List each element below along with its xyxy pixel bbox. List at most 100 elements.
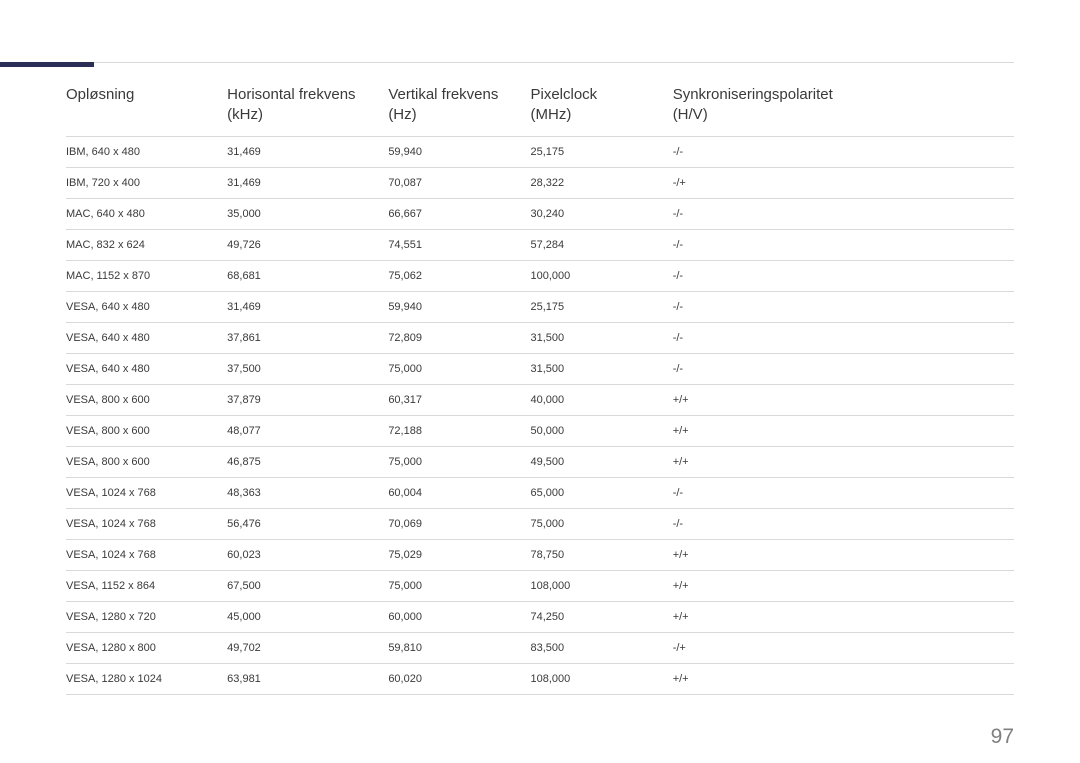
top-rule [66, 62, 1014, 63]
table-row: VESA, 800 x 60037,87960,31740,000+/+ [66, 384, 1014, 415]
column-header-line1: Synkroniseringspolaritet [673, 85, 1010, 105]
table-cell: 65,000 [531, 477, 673, 508]
table-row: VESA, 1280 x 102463,98160,020108,000+/+ [66, 663, 1014, 694]
table-cell: 31,469 [227, 136, 388, 167]
table-cell: +/+ [673, 663, 1014, 694]
table-cell: -/- [673, 322, 1014, 353]
page: OpløsningHorisontal frekvens(kHz)Vertika… [0, 0, 1080, 763]
table-row: VESA, 1024 x 76848,36360,00465,000-/- [66, 477, 1014, 508]
table-row: MAC, 640 x 48035,00066,66730,240-/- [66, 198, 1014, 229]
table-cell: +/+ [673, 601, 1014, 632]
table-cell: 31,500 [531, 322, 673, 353]
table-cell: 108,000 [531, 570, 673, 601]
table-row: VESA, 1152 x 86467,50075,000108,000+/+ [66, 570, 1014, 601]
table-cell: VESA, 1280 x 720 [66, 601, 227, 632]
table-cell: 35,000 [227, 198, 388, 229]
table-cell: VESA, 640 x 480 [66, 322, 227, 353]
table-row: VESA, 640 x 48037,86172,80931,500-/- [66, 322, 1014, 353]
table-row: VESA, 640 x 48031,46959,94025,175-/- [66, 291, 1014, 322]
column-header-line2: (MHz) [531, 105, 669, 125]
table-cell: 66,667 [388, 198, 530, 229]
table-cell: 49,702 [227, 632, 388, 663]
table-cell: 59,940 [388, 291, 530, 322]
table-cell: 25,175 [531, 291, 673, 322]
table-cell: 78,750 [531, 539, 673, 570]
table-cell: 70,087 [388, 167, 530, 198]
table-cell: IBM, 640 x 480 [66, 136, 227, 167]
table-row: IBM, 720 x 40031,46970,08728,322-/+ [66, 167, 1014, 198]
page-number: 97 [991, 725, 1014, 749]
column-header: Pixelclock(MHz) [531, 75, 673, 136]
table-cell: 74,250 [531, 601, 673, 632]
table-cell: +/+ [673, 539, 1014, 570]
table-cell: VESA, 1152 x 864 [66, 570, 227, 601]
table-cell: VESA, 800 x 600 [66, 415, 227, 446]
table-cell: 100,000 [531, 260, 673, 291]
table-cell: -/- [673, 291, 1014, 322]
table-cell: VESA, 1024 x 768 [66, 508, 227, 539]
table-cell: VESA, 1280 x 800 [66, 632, 227, 663]
table-cell: 37,879 [227, 384, 388, 415]
column-header-line2: (kHz) [227, 105, 384, 125]
table-cell: 75,062 [388, 260, 530, 291]
table-cell: -/- [673, 353, 1014, 384]
column-header-line1: Opløsning [66, 85, 223, 105]
table-row: VESA, 1280 x 80049,70259,81083,500-/+ [66, 632, 1014, 663]
table-cell: 48,363 [227, 477, 388, 508]
table-cell: 37,500 [227, 353, 388, 384]
table-row: MAC, 1152 x 87068,68175,062100,000-/- [66, 260, 1014, 291]
table-cell: VESA, 800 x 600 [66, 446, 227, 477]
table-cell: 75,000 [388, 446, 530, 477]
table-cell: VESA, 1280 x 1024 [66, 663, 227, 694]
column-header-line1: Horisontal frekvens [227, 85, 384, 105]
table-cell: 60,020 [388, 663, 530, 694]
table-cell: MAC, 640 x 480 [66, 198, 227, 229]
table-cell: 83,500 [531, 632, 673, 663]
table-cell: 75,029 [388, 539, 530, 570]
table-cell: 50,000 [531, 415, 673, 446]
table-cell: VESA, 1024 x 768 [66, 477, 227, 508]
table-cell: +/+ [673, 570, 1014, 601]
table-cell: MAC, 1152 x 870 [66, 260, 227, 291]
table-row: VESA, 800 x 60046,87575,00049,500+/+ [66, 446, 1014, 477]
table-cell: 31,469 [227, 291, 388, 322]
table-cell: -/- [673, 508, 1014, 539]
table-cell: 60,000 [388, 601, 530, 632]
table-cell: 56,476 [227, 508, 388, 539]
table-cell: 59,810 [388, 632, 530, 663]
column-header: Horisontal frekvens(kHz) [227, 75, 388, 136]
table-cell: -/+ [673, 167, 1014, 198]
table-cell: 67,500 [227, 570, 388, 601]
table-cell: -/- [673, 136, 1014, 167]
table-cell: VESA, 640 x 480 [66, 353, 227, 384]
timing-table: OpløsningHorisontal frekvens(kHz)Vertika… [66, 75, 1014, 695]
table-cell: VESA, 1024 x 768 [66, 539, 227, 570]
table-cell: 57,284 [531, 229, 673, 260]
table-cell: 72,809 [388, 322, 530, 353]
table-cell: 75,000 [388, 353, 530, 384]
table-cell: 45,000 [227, 601, 388, 632]
table-cell: +/+ [673, 415, 1014, 446]
table-cell: 37,861 [227, 322, 388, 353]
table-cell: -/- [673, 198, 1014, 229]
table-cell: 75,000 [531, 508, 673, 539]
table-cell: 60,317 [388, 384, 530, 415]
table-cell: 75,000 [388, 570, 530, 601]
table-row: VESA, 800 x 60048,07772,18850,000+/+ [66, 415, 1014, 446]
table-cell: 49,500 [531, 446, 673, 477]
table-cell: 70,069 [388, 508, 530, 539]
table-cell: 30,240 [531, 198, 673, 229]
column-header-line1: Vertikal frekvens [388, 85, 526, 105]
table-cell: 74,551 [388, 229, 530, 260]
table-cell: 59,940 [388, 136, 530, 167]
column-header-line1: Pixelclock [531, 85, 669, 105]
header-row: OpløsningHorisontal frekvens(kHz)Vertika… [66, 75, 1014, 136]
table-cell: VESA, 800 x 600 [66, 384, 227, 415]
accent-bar [0, 62, 94, 67]
table-cell: 46,875 [227, 446, 388, 477]
table-cell: 72,188 [388, 415, 530, 446]
table-row: IBM, 640 x 48031,46959,94025,175-/- [66, 136, 1014, 167]
table-cell: 68,681 [227, 260, 388, 291]
table-cell: -/+ [673, 632, 1014, 663]
table-cell: +/+ [673, 384, 1014, 415]
